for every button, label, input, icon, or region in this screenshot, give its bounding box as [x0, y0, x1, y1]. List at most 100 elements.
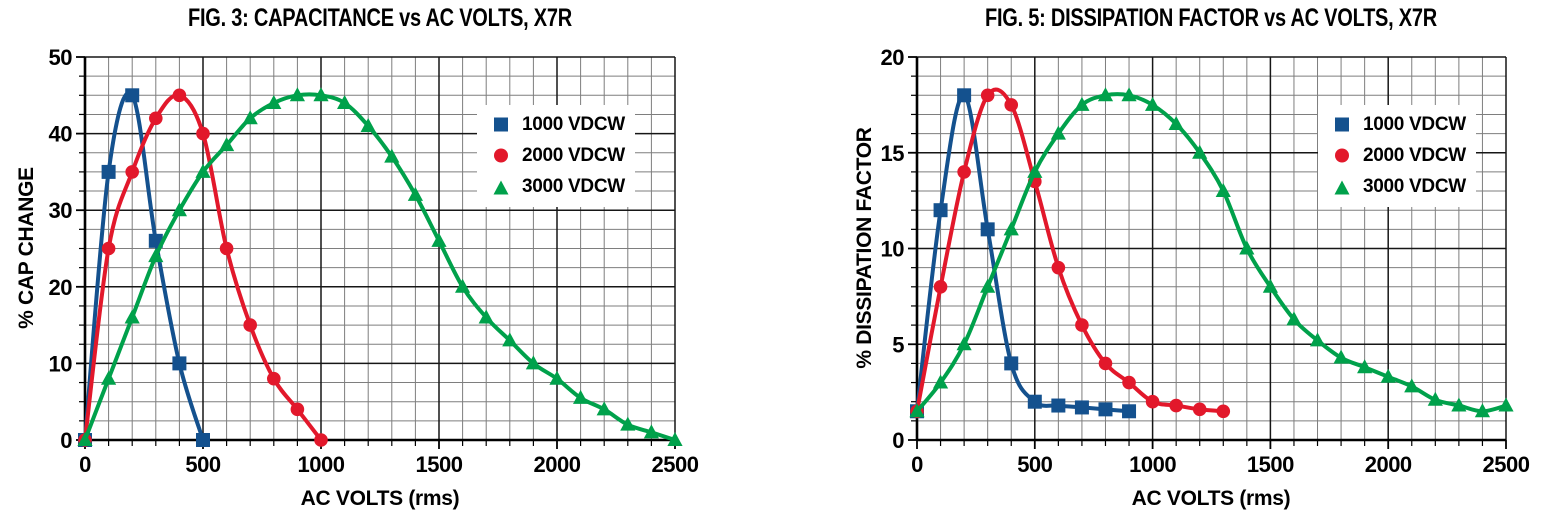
- circle-marker-icon: [219, 241, 234, 256]
- fig3-capacitance-chart: FIG. 3: CAPACITANCE vs AC VOLTS, X7R % C…: [0, 0, 710, 518]
- triangle-marker-icon: [313, 87, 329, 102]
- legend-item: 2000 VDCW: [493, 145, 635, 167]
- chart-title-text: FIG. 5: DISSIPATION FACTOR vs AC VOLTS, …: [985, 4, 1437, 32]
- circle-marker-icon: [101, 241, 116, 256]
- circle-marker-icon: [196, 126, 210, 141]
- triangle-marker-icon: [455, 278, 471, 293]
- square-marker-icon: [1074, 400, 1089, 415]
- triangle-marker-icon: [525, 355, 541, 370]
- circle-marker-icon: [957, 165, 971, 179]
- triangle-marker-icon: [1239, 240, 1255, 255]
- triangle-marker-icon: [266, 94, 282, 109]
- axes: [915, 57, 1506, 442]
- triangle-marker-icon: [1168, 116, 1184, 131]
- circle-marker-icon: [980, 88, 995, 103]
- square-marker-icon: [1004, 356, 1019, 371]
- triangle-marker-icon: [596, 401, 612, 416]
- triangle-marker-icon: [1027, 163, 1043, 178]
- circle-marker-icon: [267, 371, 281, 386]
- x-tick-label: 1500: [416, 452, 463, 477]
- legend-square-icon: [1335, 117, 1349, 132]
- square-marker-icon: [1051, 398, 1066, 413]
- series-markers-3000-vdcw: [909, 87, 1514, 418]
- circle-marker-icon: [172, 88, 187, 103]
- triangle-marker-icon: [1286, 311, 1302, 326]
- plot-area: 0 500 1000 1500 2000 2500 0 10 20 30 40 50: [49, 45, 700, 477]
- fig5-dissipation-factor-chart: FIG. 5: DISSIPATION FACTOR vs AC VOLTS, …: [778, 0, 1553, 518]
- chart-title: FIG. 3: CAPACITANCE vs AC VOLTS, X7R: [140, 4, 620, 33]
- circle-marker-icon: [149, 111, 163, 126]
- y-tick-label: 20: [881, 45, 905, 70]
- triangle-marker-icon: [1050, 125, 1066, 140]
- triangle-marker-icon: [549, 370, 565, 385]
- legend-circle-icon: [494, 148, 508, 163]
- triangle-marker-icon: [620, 416, 636, 431]
- series-markers-2000-vdcw: [910, 88, 1231, 419]
- triangle-marker-icon: [1074, 96, 1090, 111]
- x-tick-label: 0: [911, 452, 923, 477]
- circle-marker-icon: [933, 280, 948, 294]
- x-tick-label: 1000: [298, 452, 345, 477]
- triangle-marker-icon: [219, 137, 235, 152]
- triangle-marker-icon: [407, 186, 423, 201]
- legend-triangle-icon: [493, 180, 509, 195]
- x-tick-label: 2500: [652, 452, 699, 477]
- tick-labels: 0 500 1000 1500 2000 2500 0 10 20 30 40 50: [49, 45, 700, 477]
- triangle-marker-icon: [1474, 403, 1491, 418]
- triangle-marker-icon: [1427, 391, 1443, 406]
- triangle-marker-icon: [667, 432, 683, 446]
- triangle-marker-icon: [1262, 278, 1278, 293]
- triangle-marker-icon: [980, 278, 996, 293]
- triangle-marker-icon: [242, 110, 258, 125]
- square-marker-icon: [101, 164, 116, 179]
- tick-labels: 0 500 1000 1500 2000 2500 0 5 10 15 20: [881, 45, 1531, 477]
- square-marker-icon: [125, 88, 140, 103]
- triangle-marker-icon: [1145, 96, 1161, 111]
- triangle-marker-icon: [1097, 87, 1114, 102]
- triangle-marker-icon: [1003, 221, 1019, 236]
- square-marker-icon: [933, 203, 948, 218]
- legend: 1000 VDCW 2000 VDCW 3000 VDCW: [1318, 105, 1476, 207]
- chart-title: FIG. 5: DISSIPATION FACTOR vs AC VOLTS, …: [929, 4, 1494, 33]
- circle-marker-icon: [1169, 398, 1183, 413]
- series-markers-2000-vdcw: [78, 88, 328, 447]
- square-marker-icon: [1027, 394, 1042, 409]
- circle-marker-icon: [1145, 394, 1160, 409]
- triangle-marker-icon: [360, 117, 376, 132]
- triangle-marker-icon: [171, 202, 187, 217]
- triangle-marker-icon: [573, 389, 589, 404]
- legend-triangle-icon: [1334, 180, 1350, 195]
- triangle-marker-icon: [77, 432, 93, 446]
- x-tick-label: 1500: [1247, 452, 1294, 477]
- y-tick-label: 5: [892, 332, 904, 357]
- legend-item: 2000 VDCW: [1334, 145, 1476, 167]
- legend-label: 3000 VDCW: [1363, 176, 1466, 198]
- axes: [83, 57, 675, 442]
- triangle-marker-icon: [643, 424, 659, 439]
- triangle-marker-icon: [384, 148, 400, 163]
- series-markers-3000-vdcw: [77, 87, 683, 446]
- circle-marker-icon: [243, 318, 257, 332]
- square-marker-icon: [957, 88, 972, 103]
- triangle-marker-icon: [1380, 368, 1396, 383]
- triangle-marker-icon: [1192, 144, 1208, 159]
- triangle-marker-icon: [956, 336, 972, 351]
- legend-item: 1000 VDCW: [1334, 114, 1476, 136]
- square-marker-icon: [1098, 402, 1113, 417]
- triangle-marker-icon: [289, 87, 305, 102]
- legend-item: 3000 VDCW: [1334, 176, 1476, 198]
- legend-square-icon: [494, 117, 508, 132]
- triangle-marker-icon: [1215, 183, 1231, 198]
- legend-label: 1000 VDCW: [1363, 113, 1466, 135]
- x-tick-label: 2500: [1483, 452, 1530, 477]
- y-tick-label: 0: [60, 428, 72, 453]
- triangle-marker-icon: [195, 163, 211, 178]
- circle-marker-icon: [125, 165, 139, 179]
- x-tick-label: 1000: [1129, 452, 1176, 477]
- square-marker-icon: [196, 433, 210, 447]
- triangle-marker-icon: [1498, 397, 1514, 412]
- x-tick-label: 500: [1017, 452, 1052, 477]
- legend-label: 2000 VDCW: [1363, 144, 1466, 166]
- chart-title-text: FIG. 3: CAPACITANCE vs AC VOLTS, X7R: [188, 4, 572, 32]
- y-tick-label: 30: [49, 198, 73, 223]
